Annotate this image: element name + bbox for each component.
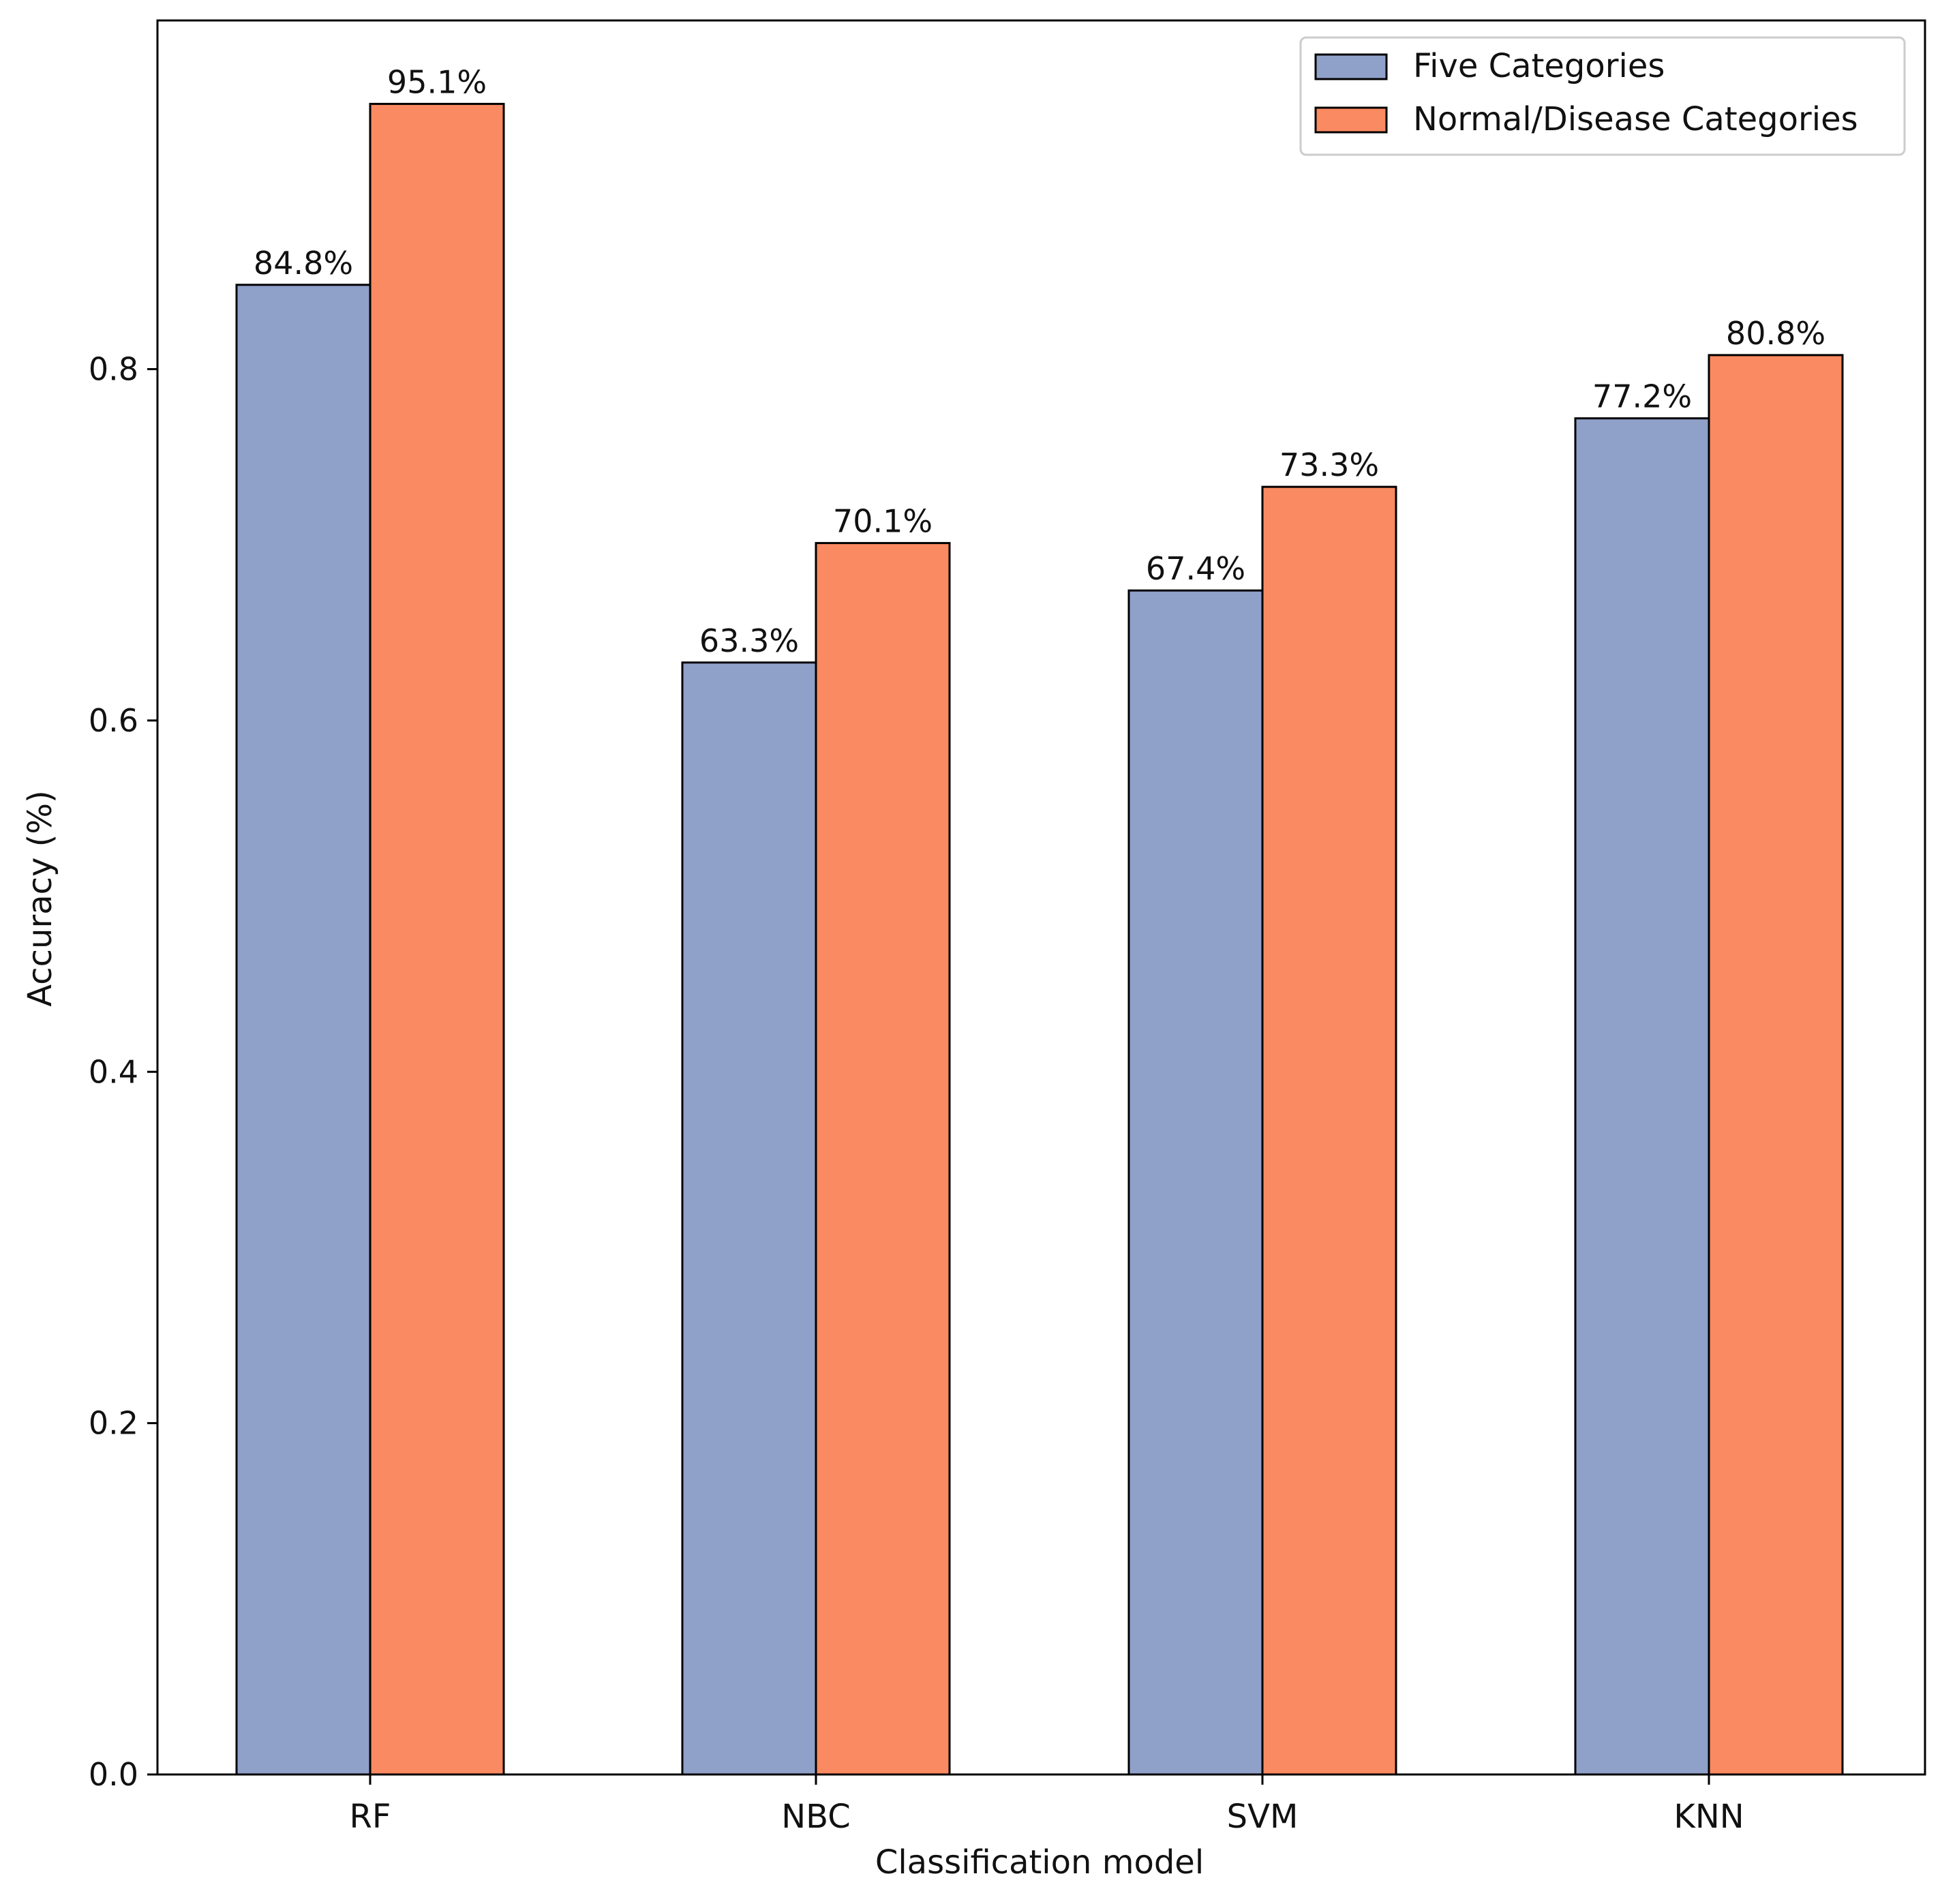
legend[interactable]: Five Categories Normal/Disease Categories — [1299, 36, 1906, 156]
bar-nbc-series-2[interactable] — [815, 542, 951, 1776]
y-tick-label: 0.0 — [89, 1756, 138, 1793]
plot-frame — [156, 19, 1926, 1776]
bar-svm-series-1[interactable] — [1127, 589, 1264, 1776]
value-label-svm-series-2: 73.3% — [1279, 447, 1379, 483]
bar-svm-series-2[interactable] — [1261, 485, 1397, 1776]
value-label-nbc-series-1: 63.3% — [699, 622, 799, 659]
y-axis-label: Accuracy (%) — [21, 790, 59, 1006]
bar-rf-series-1[interactable] — [235, 284, 372, 1776]
bar-nbc-series-1[interactable] — [681, 661, 817, 1776]
x-tick-label-svm: SVM — [1227, 1798, 1299, 1836]
bar-knn-series-1[interactable] — [1574, 417, 1710, 1776]
value-label-knn-series-2: 80.8% — [1726, 315, 1825, 352]
legend-swatch-series-2 — [1314, 106, 1388, 134]
legend-label-series-1: Five Categories — [1413, 47, 1665, 85]
legend-swatch-series-1 — [1314, 53, 1388, 80]
value-label-rf-series-1: 84.8% — [254, 245, 353, 282]
y-tick-label: 0.2 — [89, 1405, 138, 1442]
value-label-svm-series-1: 67.4% — [1146, 550, 1245, 587]
y-tick-label: 0.8 — [89, 351, 138, 388]
bar-rf-series-2[interactable] — [369, 102, 505, 1776]
bar-knn-series-2[interactable] — [1708, 354, 1844, 1776]
y-tick-label: 0.4 — [89, 1053, 138, 1090]
value-label-nbc-series-2: 70.1% — [833, 503, 933, 540]
x-tick-label-nbc: NBC — [781, 1798, 851, 1836]
y-tick-label: 0.6 — [89, 702, 138, 739]
value-labels-layer: 84.8% 63.3% 67.4% 77.2% 95.1% 70.1% 73.3% 80.8% — [254, 63, 1825, 659]
legend-box — [1299, 36, 1906, 156]
x-tick-label-knn: KNN — [1673, 1798, 1744, 1836]
x-tick-label-rf: RF — [350, 1798, 391, 1836]
value-label-knn-series-1: 77.2% — [1592, 378, 1692, 415]
axes-layer: 0.0 0.2 0.4 0.6 0.8 RF NBC SVM KNN — [89, 19, 1926, 1836]
legend-label-series-2: Normal/Disease Categories — [1413, 100, 1858, 138]
x-axis-label: Classification model — [875, 1843, 1204, 1882]
value-label-rf-series-2: 95.1% — [387, 63, 487, 100]
bars-layer — [235, 102, 1844, 1776]
